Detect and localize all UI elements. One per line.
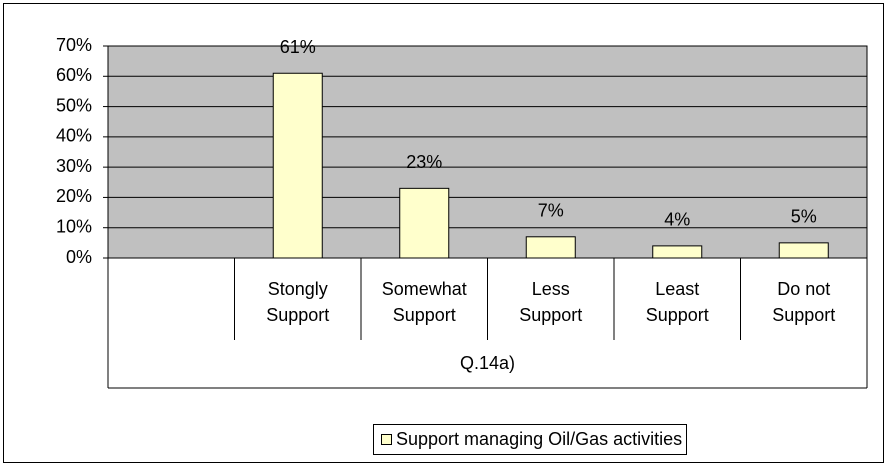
- y-tick-label: 40%: [56, 126, 92, 146]
- y-tick-label: 60%: [56, 65, 92, 85]
- data-label: 7%: [538, 201, 564, 221]
- y-tick-label: 30%: [56, 156, 92, 176]
- data-label: 5%: [791, 207, 817, 227]
- legend-box: [373, 424, 687, 455]
- y-tick-label: 10%: [56, 216, 92, 236]
- x-tick-label: Least Support: [645, 279, 709, 325]
- data-label: 4%: [664, 210, 690, 230]
- x-tick-label: Less Support: [519, 279, 583, 325]
- bar: [652, 245, 703, 259]
- x-tick-label: Stongly Support: [266, 279, 330, 325]
- y-tick-label: 50%: [56, 95, 92, 115]
- data-label: 23%: [406, 152, 442, 172]
- x-axis-label: Q.14a): [460, 353, 515, 373]
- y-tick-label: 70%: [56, 35, 92, 55]
- bar: [399, 187, 450, 259]
- x-tick-label: Do not Support: [772, 279, 836, 325]
- bar: [778, 242, 829, 259]
- x-tick-label: Somewhat Support: [381, 279, 467, 325]
- y-tick-label: 20%: [56, 186, 92, 206]
- data-label: 61%: [280, 37, 316, 57]
- y-tick-label: 0%: [66, 247, 92, 267]
- legend-label: Support managing Oil/Gas activities: [396, 429, 682, 449]
- plot-area: [108, 46, 867, 258]
- bar: [272, 72, 323, 259]
- legend-swatch: [381, 434, 392, 445]
- bar: [525, 236, 576, 259]
